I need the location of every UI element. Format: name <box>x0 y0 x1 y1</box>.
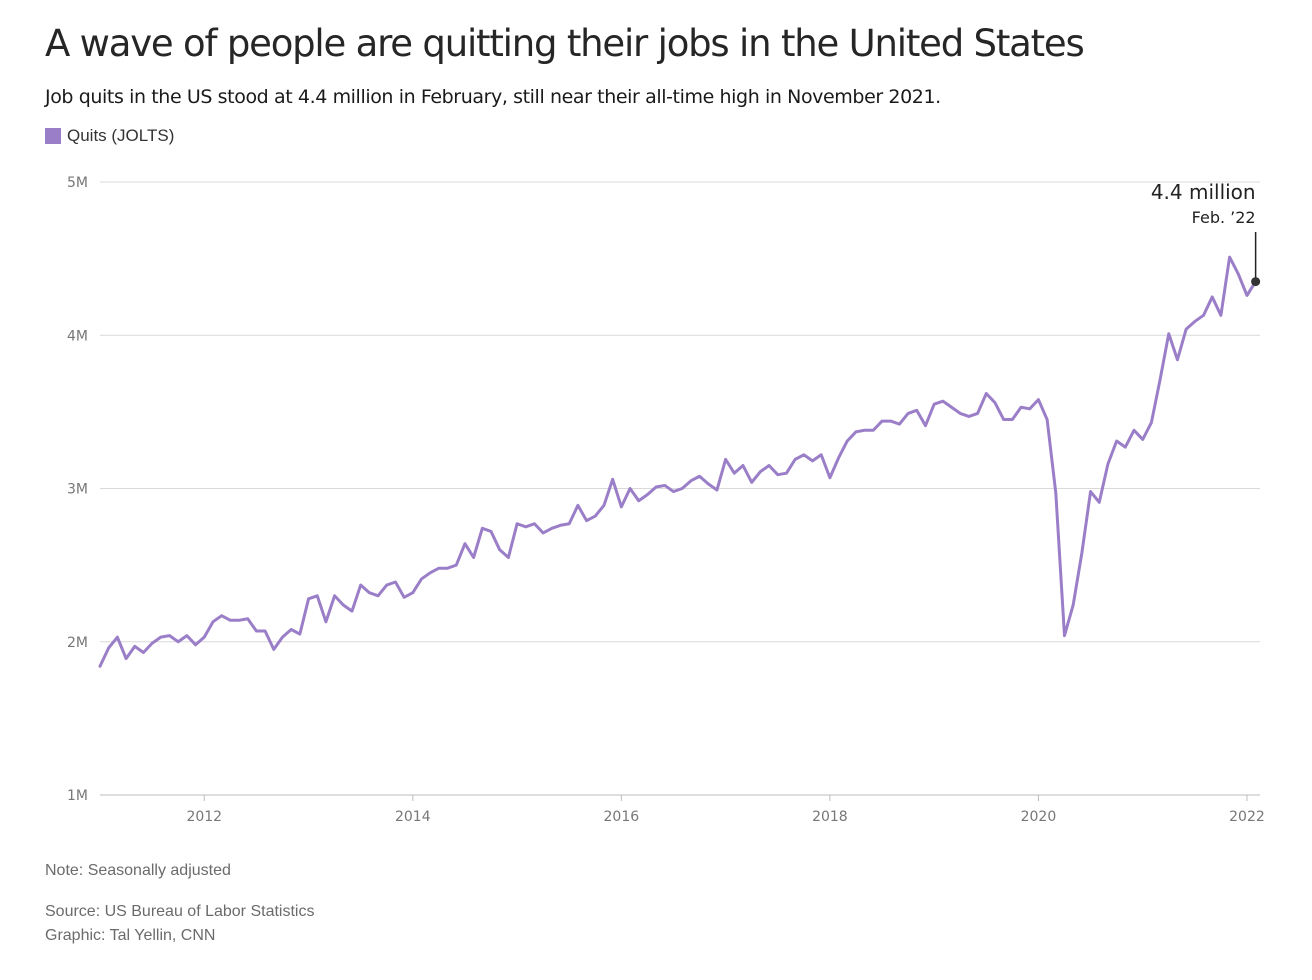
series-line-quits <box>98 255 1258 668</box>
y-tick-label: 2M <box>67 635 88 651</box>
chart-title: A wave of people are quitting their jobs… <box>45 22 1085 65</box>
chart-note: Note: Seasonally adjusted <box>45 862 231 879</box>
chart-source: Source: US Bureau of Labor Statistics <box>45 903 315 920</box>
y-tick-label: 1M <box>67 788 88 804</box>
x-tick-label: 2018 <box>812 809 848 825</box>
chart-credit: Graphic: Tal Yellin, CNN <box>45 927 216 944</box>
legend-swatch <box>45 128 61 144</box>
y-tick-label: 3M <box>67 482 88 498</box>
x-tick-label: 2012 <box>186 809 222 825</box>
y-tick-label: 4M <box>67 328 88 344</box>
legend: Quits (JOLTS) <box>45 126 174 146</box>
x-tick-label: 2014 <box>395 809 431 825</box>
x-tick-label: 2022 <box>1229 809 1265 825</box>
annotation-date-label: Feb. ’22 <box>1192 208 1256 227</box>
y-tick-label: 5M <box>67 175 88 191</box>
x-tick-label: 2020 <box>1021 809 1057 825</box>
line-chart: 1M 2M 3M 4M 5M 2012 2014 2016 2018 2020 2022 4.4 mi… <box>67 175 1265 825</box>
x-tick-label: 2016 <box>604 809 640 825</box>
annotation-value-label: 4.4 million <box>1151 180 1256 204</box>
legend-label: Quits (JOLTS) <box>67 126 175 145</box>
chart-subtitle: Job quits in the US stood at 4.4 million… <box>45 86 941 108</box>
annotation-point <box>1251 277 1261 287</box>
